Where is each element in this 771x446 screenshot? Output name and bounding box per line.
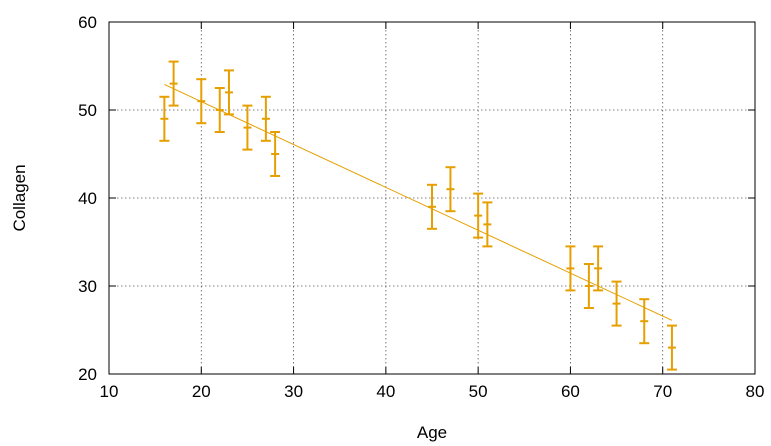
data-points [159,60,677,371]
x-tick-label: 20 [192,382,211,401]
x-tick-label: 60 [561,382,580,401]
x-tick-label: 80 [746,382,765,401]
data-point [611,280,622,327]
x-tick-label: 30 [284,382,303,401]
data-point [445,166,456,213]
data-point [260,95,271,142]
data-point [168,60,179,107]
x-tick-label: 10 [100,382,119,401]
data-point [593,245,604,292]
data-point [583,263,594,309]
y-tick-label: 40 [78,189,97,208]
x-tick-label: 40 [376,382,395,401]
data-point [270,131,281,177]
data-point [242,104,253,151]
y-axis-title: Collagen [10,164,29,231]
data-point [159,95,170,142]
y-tick-label: 60 [78,13,97,32]
fit-line-layer [164,84,673,321]
data-point [666,324,677,371]
data-point [223,69,234,116]
axis-ticks [108,21,756,375]
y-tick-label: 30 [78,277,97,296]
y-tick-label: 20 [78,365,97,384]
x-axis-title: Age [417,423,447,442]
data-point [196,78,207,125]
y-tick-label: 50 [78,101,97,120]
data-point [565,245,576,292]
data-point [473,192,484,239]
data-point [214,87,225,133]
data-point [482,201,493,248]
x-tick-label: 50 [469,382,488,401]
fit-line [164,84,673,321]
data-point [427,183,437,230]
data-point [639,298,650,345]
x-tick-label: 70 [653,382,672,401]
